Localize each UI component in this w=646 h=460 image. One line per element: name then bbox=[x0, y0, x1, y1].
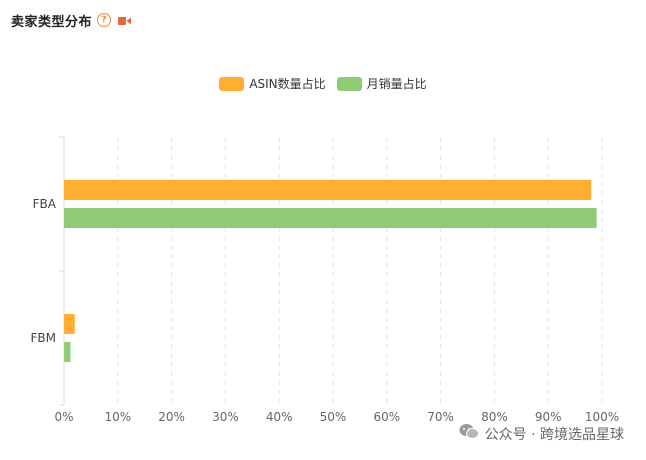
chart-title: 卖家类型分布 bbox=[11, 14, 93, 30]
x-tick-label: 70% bbox=[427, 410, 454, 424]
chart-header: 卖家类型分布 ? bbox=[11, 10, 132, 30]
x-tick-label: 50% bbox=[320, 410, 347, 424]
watermark-text: 公众号 · 跨境选品星球 bbox=[484, 426, 624, 443]
legend-item-asin[interactable]: ASIN数量占比 bbox=[219, 75, 326, 92]
video-camera-icon[interactable] bbox=[118, 11, 132, 30]
watermark: 公众号 · 跨境选品星球 bbox=[459, 423, 624, 444]
legend-swatch-asin bbox=[219, 76, 245, 91]
bar-sales-fbm bbox=[64, 342, 71, 362]
x-tick-label: 20% bbox=[158, 410, 185, 424]
y-tick-label: FBA bbox=[33, 197, 57, 211]
legend-label-asin: ASIN数量占比 bbox=[249, 77, 326, 91]
bar-asin-fba bbox=[64, 180, 592, 200]
question-circle-icon[interactable]: ? bbox=[97, 13, 112, 27]
legend-item-sales[interactable]: 月销量占比 bbox=[336, 75, 427, 92]
x-tick-label: 0% bbox=[54, 410, 73, 424]
x-tick-label: 60% bbox=[373, 410, 400, 424]
legend-label-sales: 月销量占比 bbox=[366, 77, 427, 91]
bar-sales-fba bbox=[64, 208, 597, 228]
x-tick-label: 100% bbox=[585, 410, 619, 424]
y-tick-label: FBM bbox=[31, 331, 57, 345]
x-tick-label: 90% bbox=[535, 410, 562, 424]
chart-legend: ASIN数量占比 月销量占比 bbox=[0, 75, 646, 92]
x-tick-label: 30% bbox=[212, 410, 239, 424]
bar-asin-fbm bbox=[64, 314, 75, 334]
wechat-icon bbox=[459, 423, 479, 444]
legend-swatch-sales bbox=[336, 76, 362, 91]
x-tick-label: 10% bbox=[104, 410, 131, 424]
x-tick-label: 80% bbox=[481, 410, 508, 424]
x-tick-label: 40% bbox=[266, 410, 293, 424]
